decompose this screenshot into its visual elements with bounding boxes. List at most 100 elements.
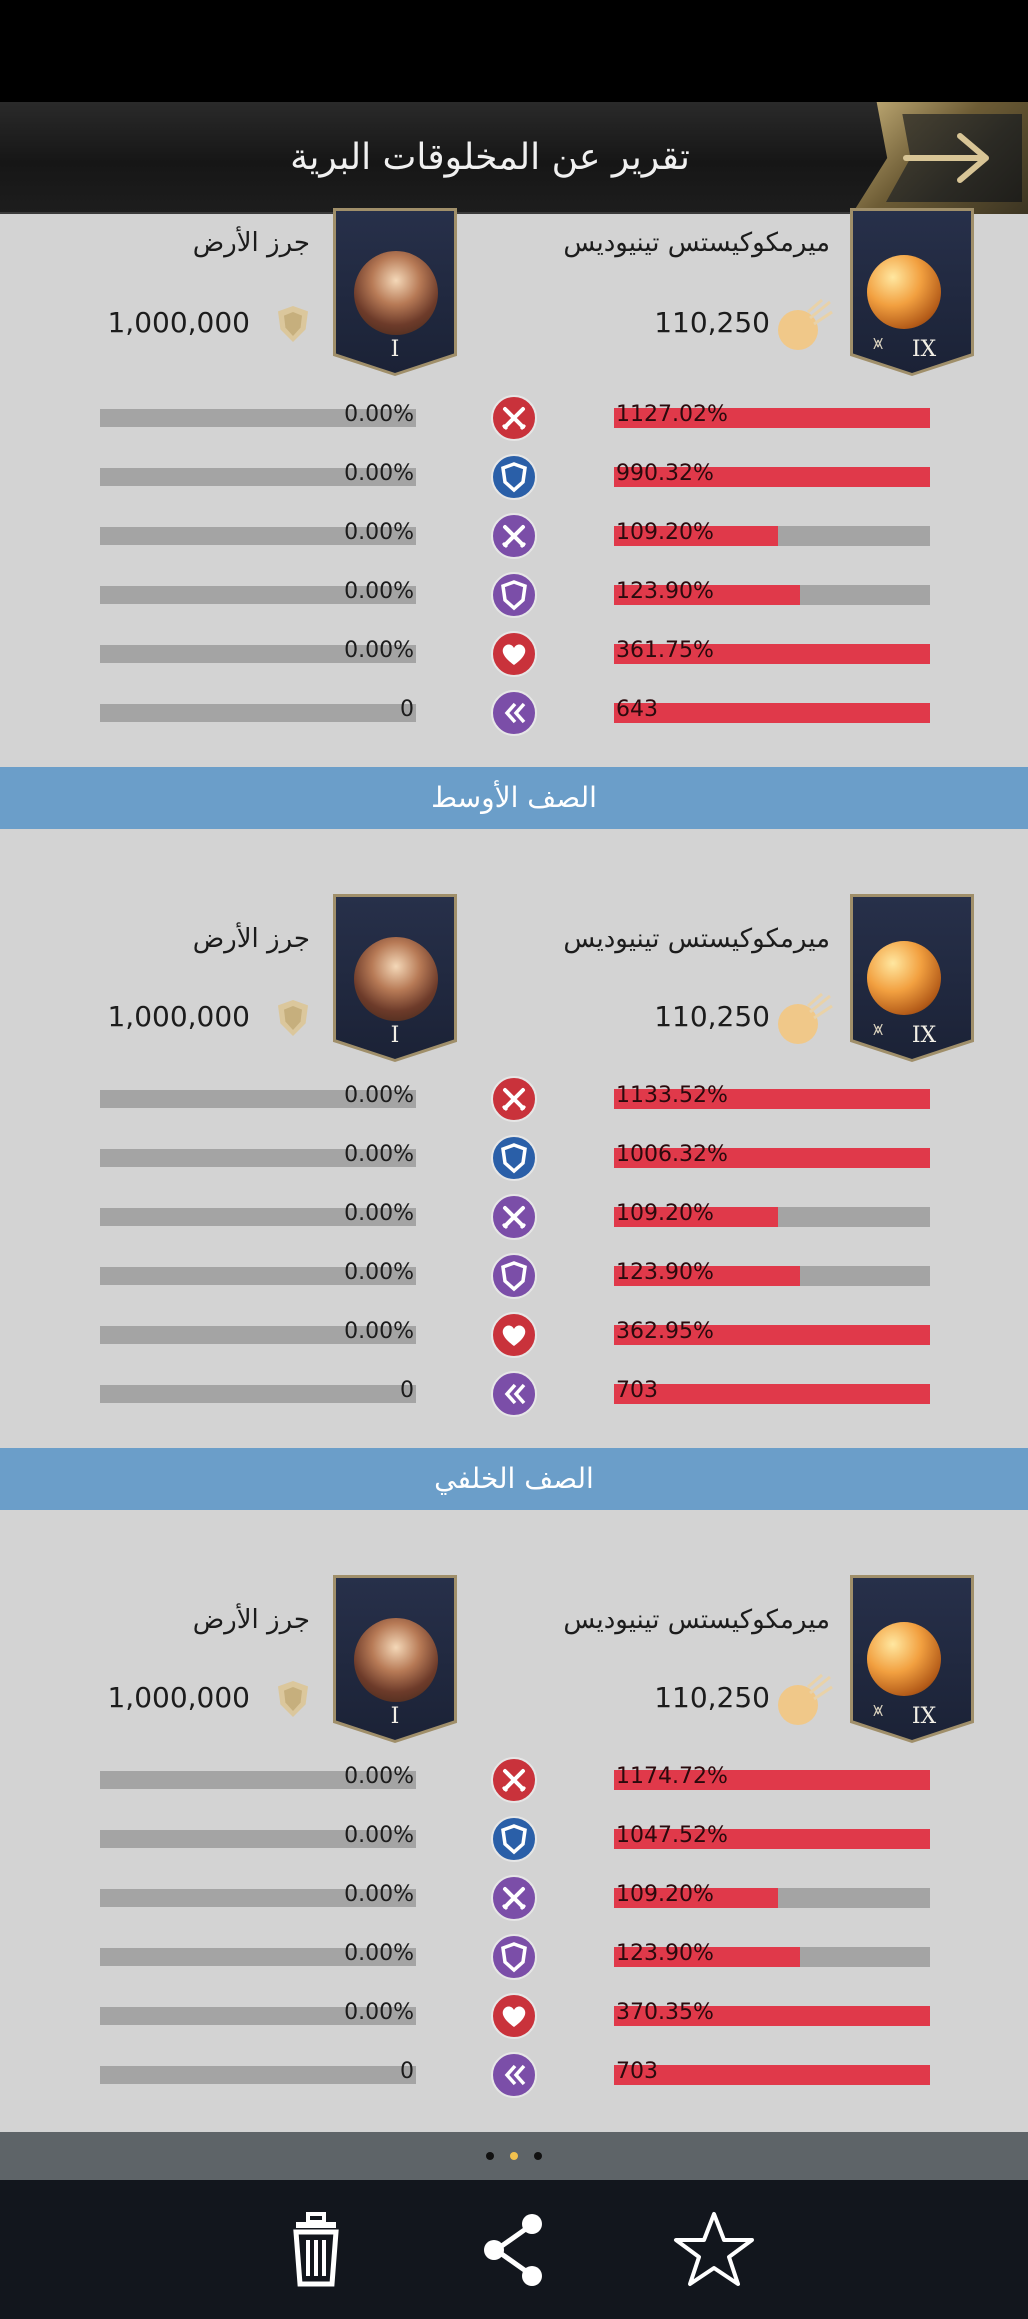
shield-purple-icon	[491, 572, 537, 618]
right-unit-count: 110,250	[654, 306, 770, 339]
stat-row: 0 703	[0, 1371, 1028, 1417]
back-button[interactable]	[852, 102, 1028, 214]
own-stat-value: 1133.52%	[616, 1083, 728, 1108]
right-unit-card[interactable]: ⩙ IX	[853, 1578, 971, 1740]
own-stat-value: 123.90%	[616, 1260, 714, 1285]
right-unit-tier: IX	[911, 1704, 937, 1729]
own-stat-bar-fill	[614, 1148, 930, 1168]
left-unit-tier: I	[390, 1023, 400, 1048]
enemy-stat-value: 0.00%	[344, 1764, 414, 1789]
right-unit-count: 110,250	[654, 1681, 770, 1714]
own-stat-value: 362.95%	[616, 1319, 714, 1344]
enemy-stat-value: 0.00%	[344, 402, 414, 427]
own-stat-bar-fill	[614, 644, 930, 664]
ant-creature-icon	[867, 255, 941, 329]
double-chevron-icon	[491, 2052, 537, 2098]
own-stat-value: 123.90%	[616, 579, 714, 604]
pager-dot-active[interactable]	[510, 2152, 518, 2160]
own-stat-bar-fill	[614, 703, 930, 723]
rat-creature-icon	[354, 251, 438, 335]
enemy-stat-bar	[100, 1889, 416, 1907]
own-stat-value: 703	[616, 2059, 658, 2084]
resource-icon	[778, 992, 833, 1044]
own-stat-bar-fill	[614, 1829, 930, 1849]
shield-badge-icon	[278, 306, 308, 342]
right-unit-card[interactable]: ⩙ IX	[853, 211, 971, 373]
enemy-stat-bar	[100, 1267, 416, 1285]
share-icon[interactable]	[472, 2208, 556, 2292]
crossed-swords-purple-icon	[491, 1194, 537, 1240]
enemy-stat-bar	[100, 1771, 416, 1789]
own-stat-value: 109.20%	[616, 520, 714, 545]
crossed-swords-purple-icon	[491, 513, 537, 559]
left-unit-card[interactable]: I	[336, 211, 454, 373]
own-stat-bar	[614, 1325, 930, 1345]
own-stat-bar-fill	[614, 467, 930, 487]
own-stat-value: 1006.32%	[616, 1142, 728, 1167]
shield-badge-icon	[278, 1681, 308, 1717]
enemy-stat-bar	[100, 1385, 416, 1403]
pager-dot[interactable]	[534, 2152, 542, 2160]
own-stat-bar	[614, 526, 930, 546]
own-stat-bar	[614, 1207, 930, 1227]
pager-dot[interactable]	[486, 2152, 494, 2160]
enemy-stat-bar	[100, 2007, 416, 2025]
shield-purple-icon	[491, 1253, 537, 1299]
own-stat-bar	[614, 1829, 930, 1849]
left-unit-card[interactable]: I	[336, 1578, 454, 1740]
enemy-stat-value: 0	[400, 697, 414, 722]
double-chevron-icon	[491, 690, 537, 736]
own-stat-bar-fill	[614, 1384, 930, 1404]
own-stat-bar	[614, 1770, 930, 1790]
shield-badge-icon	[278, 1000, 308, 1036]
rat-creature-icon	[354, 1618, 438, 1702]
section-front: ⩙ IX ميرمكوكيستس تينيوديس 110,250 I جرز …	[0, 208, 1028, 774]
stat-row: 0.00% 990.32%	[0, 454, 1028, 500]
section-middle: ⩙ IX ميرمكوكيستس تينيوديس 110,250 I جرز …	[0, 894, 1028, 1454]
right-unit-card[interactable]: ⩙ IX	[853, 897, 971, 1059]
status-bar	[0, 0, 1028, 102]
own-stat-bar	[614, 467, 930, 487]
enemy-stat-value: 0.00%	[344, 520, 414, 545]
own-stat-bar	[614, 408, 930, 428]
ant-creature-icon	[867, 941, 941, 1015]
stat-row: 0.00% 1127.02%	[0, 395, 1028, 441]
stat-row: 0.00% 1174.72%	[0, 1757, 1028, 1803]
left-unit-card[interactable]: I	[336, 897, 454, 1059]
enemy-stat-value: 0	[400, 1378, 414, 1403]
enemy-stat-value: 0	[400, 2059, 414, 2084]
own-stat-value: 643	[616, 697, 658, 722]
trash-icon[interactable]	[274, 2208, 358, 2292]
stat-row: 0.00% 109.20%	[0, 513, 1028, 559]
enemy-stat-bar	[100, 527, 416, 545]
own-stat-bar-fill	[614, 1770, 930, 1790]
stat-row: 0.00% 123.90%	[0, 1253, 1028, 1299]
heart-icon	[491, 631, 537, 677]
own-stat-value: 703	[616, 1378, 658, 1403]
own-stat-bar	[614, 1089, 930, 1109]
enemy-stat-value: 0.00%	[344, 1201, 414, 1226]
own-stat-value: 123.90%	[616, 1941, 714, 1966]
double-chevron-icon	[491, 1371, 537, 1417]
stat-row: 0 703	[0, 2052, 1028, 2098]
section-back: ⩙ IX ميرمكوكيستس تينيوديس 110,250 I جرز …	[0, 1575, 1028, 2135]
enemy-stat-bar	[100, 1149, 416, 1167]
left-unit-count: 1,000,000	[107, 1681, 250, 1714]
enemy-stat-bar	[100, 645, 416, 663]
shield-purple-icon	[491, 1934, 537, 1980]
right-unit-tier: IX	[911, 1023, 937, 1048]
own-stat-bar	[614, 1148, 930, 1168]
right-unit-name: ميرمكوكيستس تينيوديس	[563, 228, 830, 258]
left-unit-count: 1,000,000	[107, 1000, 250, 1033]
own-stat-bar-fill	[614, 2006, 930, 2026]
own-stat-bar	[614, 1947, 930, 1967]
dna-icon: ⩙	[873, 333, 884, 354]
right-unit-name: ميرمكوكيستس تينيوديس	[563, 924, 830, 954]
enemy-stat-bar	[100, 2066, 416, 2084]
star-icon[interactable]	[672, 2208, 756, 2292]
stat-row: 0.00% 109.20%	[0, 1194, 1028, 1240]
heart-icon	[491, 1993, 537, 2039]
enemy-stat-value: 0.00%	[344, 1260, 414, 1285]
stat-row: 0.00% 109.20%	[0, 1875, 1028, 1921]
dna-icon: ⩙	[873, 1019, 884, 1040]
